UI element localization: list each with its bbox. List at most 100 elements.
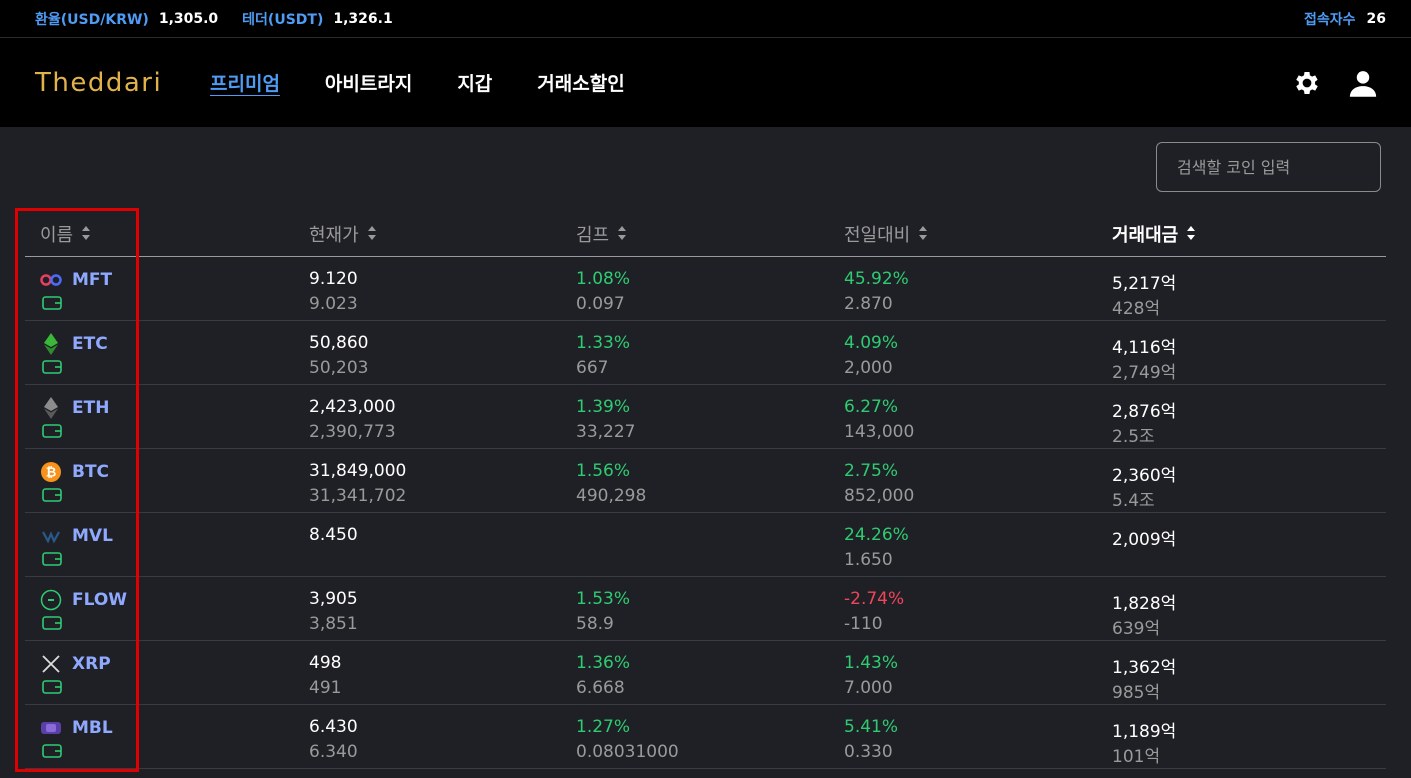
- coin-table: 이름 현재가 김프 전일대비 거래대금 MFT 9.120 9.023 1.08% 0.…: [25, 209, 1386, 769]
- logo[interactable]: Theddari: [35, 67, 163, 98]
- search-input[interactable]: [1156, 142, 1381, 192]
- volume: 2,876억: [1112, 402, 1177, 422]
- change-rate: 2.75%: [844, 461, 899, 481]
- coin-name[interactable]: MBL: [40, 717, 113, 739]
- header-price[interactable]: 현재가: [309, 221, 377, 247]
- wallet-icon[interactable]: [42, 679, 62, 699]
- kimp: 1.39%: [576, 397, 631, 417]
- wallet-icon[interactable]: [42, 487, 62, 507]
- table-row[interactable]: ₿ BTC 31,849,000 31,341,702 1.56% 490,298 2.75…: [25, 449, 1386, 513]
- volume: 1,828억: [1112, 594, 1177, 614]
- volume: 2,009억: [1112, 530, 1177, 550]
- kimp: 1.36%: [576, 653, 631, 673]
- price: 498: [309, 653, 342, 673]
- volume-sub: 5.4조: [1112, 491, 1155, 511]
- wallet-icon[interactable]: [42, 295, 62, 315]
- table-row[interactable]: MVL 8.450 24.26% 1.650 2,009억: [25, 513, 1386, 577]
- main-nav: Theddari 프리미엄 아비트라지 지갑 거래소할인: [0, 38, 1411, 127]
- xrp-logo-icon: [40, 653, 62, 675]
- kimp-sub: 0.097: [576, 294, 625, 314]
- table-row[interactable]: XRP 498 491 1.36% 6.668 1.43% 7.000 1,362억 985억: [25, 641, 1386, 705]
- price: 31,849,000: [309, 461, 407, 481]
- table-header: 이름 현재가 김프 전일대비 거래대금: [25, 209, 1386, 257]
- header-kimp[interactable]: 김프: [576, 221, 627, 247]
- coin-name[interactable]: ETH: [40, 397, 109, 419]
- wallet-icon[interactable]: [42, 359, 62, 379]
- price-sub: 50,203: [309, 358, 369, 378]
- gear-icon[interactable]: [1292, 68, 1322, 98]
- kimp-sub: 490,298: [576, 486, 647, 506]
- header-volume[interactable]: 거래대금: [1112, 221, 1196, 247]
- table-body: MFT 9.120 9.023 1.08% 0.097 45.92% 2.870 5,217억…: [25, 257, 1386, 769]
- wallet-icon[interactable]: [42, 743, 62, 763]
- sort-icon: [1186, 225, 1196, 244]
- change-sub: 2.870: [844, 294, 893, 314]
- coin-symbol[interactable]: ETC: [72, 334, 108, 354]
- etc-logo-icon: [40, 333, 62, 355]
- user-icon[interactable]: [1348, 68, 1378, 98]
- header-name[interactable]: 이름: [40, 221, 91, 247]
- kimp-sub: 58.9: [576, 614, 614, 634]
- kimp-sub: 6.668: [576, 678, 625, 698]
- change-sub: 852,000: [844, 486, 915, 506]
- exchange-rate-value: 1,305.0: [158, 10, 219, 27]
- coin-name[interactable]: ETC: [40, 333, 108, 355]
- coin-symbol[interactable]: XRP: [72, 654, 111, 674]
- coin-symbol[interactable]: MFT: [72, 270, 113, 290]
- coin-name[interactable]: MFT: [40, 269, 112, 291]
- table-row[interactable]: MFT 9.120 9.023 1.08% 0.097 45.92% 2.870 5,217억…: [25, 257, 1386, 321]
- nav-item-premium[interactable]: 프리미엄: [210, 73, 280, 95]
- change-rate: 24.26%: [844, 525, 909, 545]
- coin-name[interactable]: XRP: [40, 653, 111, 675]
- header-change[interactable]: 전일대비: [844, 221, 928, 247]
- eth-logo-icon: [40, 397, 62, 419]
- change-rate: 45.92%: [844, 269, 909, 289]
- coin-symbol[interactable]: FLOW: [72, 590, 128, 610]
- exchange-rate-label: 환율(USD/KRW): [35, 11, 149, 28]
- price-sub: 3,851: [309, 614, 358, 634]
- tether-value: 1,326.1: [333, 10, 393, 27]
- users-value: 26: [1366, 10, 1386, 27]
- price: 2,423,000: [309, 397, 396, 417]
- nav-item-wallet[interactable]: 지갑: [457, 73, 493, 95]
- volume: 1,189억: [1112, 722, 1177, 742]
- kimp: 1.33%: [576, 333, 631, 353]
- volume: 4,116억: [1112, 338, 1177, 358]
- kimp-sub: 0.08031000: [576, 742, 679, 762]
- flow-logo-icon: [40, 589, 62, 611]
- price: 50,860: [309, 333, 369, 353]
- volume: 1,362억: [1112, 658, 1177, 678]
- coin-name[interactable]: MVL: [40, 525, 113, 547]
- table-row[interactable]: MBL 6.430 6.340 1.27% 0.08031000 5.41% 0.330 1,…: [25, 705, 1386, 769]
- coin-symbol[interactable]: BTC: [72, 462, 110, 482]
- change-rate: 5.41%: [844, 717, 899, 737]
- price-sub: 491: [309, 678, 342, 698]
- nav-item-arbitrage[interactable]: 아비트라지: [324, 73, 413, 95]
- mvl-logo-icon: [40, 525, 62, 547]
- sort-icon: [918, 225, 928, 244]
- volume-sub: 428억: [1112, 299, 1161, 319]
- tether-label: 테더(USDT): [242, 11, 324, 28]
- change-rate: 4.09%: [844, 333, 899, 353]
- kimp-sub: 33,227: [576, 422, 636, 442]
- wallet-icon[interactable]: [42, 423, 62, 443]
- kimp: 1.27%: [576, 717, 631, 737]
- coin-symbol[interactable]: MVL: [72, 526, 113, 546]
- coin-name[interactable]: FLOW: [40, 589, 127, 611]
- table-row[interactable]: ETH 2,423,000 2,390,773 1.39% 33,227 6.27% 143…: [25, 385, 1386, 449]
- table-row[interactable]: ETC 50,860 50,203 1.33% 667 4.09% 2,000 4,116억 2…: [25, 321, 1386, 385]
- change-rate: -2.74%: [844, 589, 905, 609]
- coin-symbol[interactable]: ETH: [72, 398, 110, 418]
- wallet-icon[interactable]: [42, 551, 62, 571]
- sort-icon: [367, 225, 377, 244]
- sort-icon: [617, 225, 627, 244]
- mft-logo-icon: [40, 269, 62, 291]
- change-sub: 0.330: [844, 742, 893, 762]
- nav-item-exchange-discount[interactable]: 거래소할인: [537, 73, 625, 95]
- volume-sub: 985억: [1112, 683, 1161, 703]
- wallet-icon[interactable]: [42, 615, 62, 635]
- coin-symbol[interactable]: MBL: [72, 718, 113, 738]
- price: 8.450: [309, 525, 358, 545]
- table-row[interactable]: FLOW 3,905 3,851 1.53% 58.9 -2.74% -110 1,828억 6…: [25, 577, 1386, 641]
- coin-name[interactable]: ₿ BTC: [40, 461, 109, 483]
